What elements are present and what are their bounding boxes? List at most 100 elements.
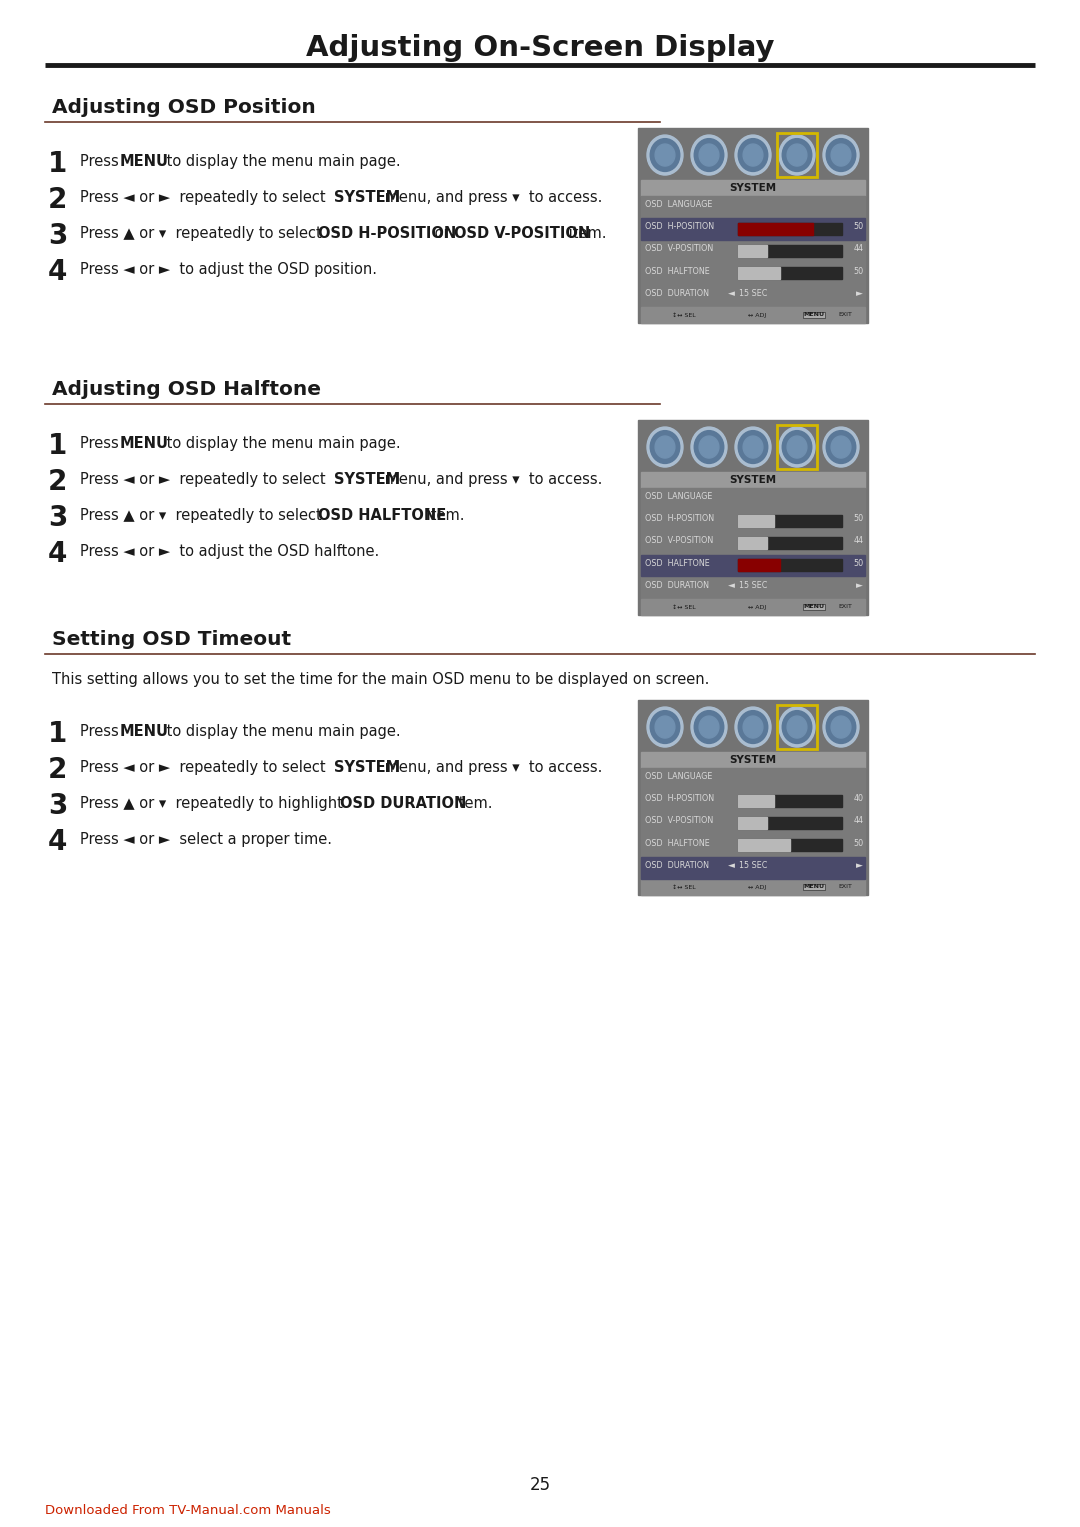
Bar: [738, 223, 813, 235]
Bar: [642, 307, 865, 324]
Ellipse shape: [826, 431, 855, 463]
Ellipse shape: [699, 144, 719, 166]
Ellipse shape: [739, 710, 768, 744]
Bar: [642, 195, 865, 307]
Bar: [642, 180, 865, 195]
Ellipse shape: [735, 428, 771, 467]
Bar: [738, 559, 842, 571]
Text: ↔ ADJ: ↔ ADJ: [748, 605, 767, 609]
Text: OSD V-POSITION: OSD V-POSITION: [454, 226, 591, 241]
Text: SYSTEM: SYSTEM: [334, 760, 401, 776]
Text: OSD  V-POSITION: OSD V-POSITION: [645, 817, 713, 825]
Text: 2: 2: [48, 467, 67, 496]
Text: 4: 4: [48, 541, 67, 568]
Text: ►: ►: [856, 289, 863, 298]
Ellipse shape: [782, 139, 812, 171]
Ellipse shape: [787, 437, 807, 458]
Text: 50: 50: [854, 559, 864, 568]
Text: 50: 50: [854, 838, 864, 847]
Text: OSD H-POSITION: OSD H-POSITION: [318, 226, 456, 241]
Bar: [738, 840, 842, 851]
Text: menu, and press ▾  to access.: menu, and press ▾ to access.: [380, 472, 603, 487]
Text: 2: 2: [48, 756, 67, 783]
Text: ↔ ADJ: ↔ ADJ: [748, 884, 767, 890]
Bar: [738, 559, 780, 571]
Text: Press ▲ or ▾  repeatedly to select: Press ▲ or ▾ repeatedly to select: [80, 508, 326, 524]
Text: 3: 3: [48, 504, 67, 531]
Text: MENU: MENU: [120, 154, 168, 169]
Text: OSD DURATION: OSD DURATION: [340, 796, 467, 811]
Bar: [642, 489, 865, 599]
Text: 1: 1: [48, 432, 67, 460]
Bar: [738, 796, 842, 806]
Text: EXIT: EXIT: [838, 605, 852, 609]
Bar: [777, 425, 816, 469]
Bar: [642, 554, 865, 576]
Text: OSD  DURATION: OSD DURATION: [645, 861, 708, 870]
Ellipse shape: [694, 710, 724, 744]
Text: OSD  H-POSITION: OSD H-POSITION: [645, 515, 714, 524]
Ellipse shape: [699, 716, 719, 738]
Bar: [738, 796, 774, 806]
Ellipse shape: [699, 437, 719, 458]
Text: OSD  V-POSITION: OSD V-POSITION: [645, 244, 713, 253]
Ellipse shape: [647, 428, 683, 467]
Ellipse shape: [787, 144, 807, 166]
Text: 40: 40: [854, 794, 864, 803]
Text: 3: 3: [48, 793, 67, 820]
Text: Press ◄ or ►  repeatedly to select: Press ◄ or ► repeatedly to select: [80, 189, 330, 205]
Bar: [642, 218, 865, 240]
Bar: [738, 246, 767, 257]
Text: OSD  HALFTONE: OSD HALFTONE: [645, 267, 710, 275]
Ellipse shape: [735, 134, 771, 176]
Text: Adjusting OSD Halftone: Adjusting OSD Halftone: [52, 380, 321, 399]
Bar: [738, 538, 767, 548]
Ellipse shape: [739, 431, 768, 463]
Text: Press ◄ or ►  select a proper time.: Press ◄ or ► select a proper time.: [80, 832, 332, 847]
Text: Downloaded From TV-Manual.com Manuals: Downloaded From TV-Manual.com Manuals: [45, 1504, 330, 1516]
Text: Press: Press: [80, 437, 123, 450]
Text: 25: 25: [529, 1477, 551, 1493]
Ellipse shape: [782, 431, 812, 463]
Ellipse shape: [743, 437, 762, 458]
Bar: [738, 515, 842, 527]
Text: MENU: MENU: [804, 313, 825, 318]
Ellipse shape: [782, 710, 812, 744]
Text: ►: ►: [856, 861, 863, 870]
Bar: [738, 246, 842, 257]
Text: menu, and press ▾  to access.: menu, and press ▾ to access.: [380, 189, 603, 205]
Ellipse shape: [735, 707, 771, 747]
Text: 4: 4: [48, 258, 67, 286]
Ellipse shape: [739, 139, 768, 171]
Text: MENU: MENU: [804, 605, 825, 609]
Text: OSD  H-POSITION: OSD H-POSITION: [645, 221, 714, 231]
Text: menu, and press ▾  to access.: menu, and press ▾ to access.: [380, 760, 603, 776]
Text: Press ◄ or ►  repeatedly to select: Press ◄ or ► repeatedly to select: [80, 472, 330, 487]
Ellipse shape: [743, 716, 762, 738]
Ellipse shape: [823, 428, 859, 467]
Text: ↕↔ SEL: ↕↔ SEL: [673, 605, 697, 609]
Ellipse shape: [826, 139, 855, 171]
Ellipse shape: [832, 144, 851, 166]
Text: MENU: MENU: [120, 724, 168, 739]
Bar: [738, 223, 842, 235]
Ellipse shape: [691, 428, 727, 467]
Ellipse shape: [650, 710, 679, 744]
Ellipse shape: [650, 139, 679, 171]
Text: This setting allows you to set the time for the main OSD menu to be displayed on: This setting allows you to set the time …: [52, 672, 710, 687]
Text: Adjusting OSD Position: Adjusting OSD Position: [52, 98, 315, 118]
Bar: [642, 751, 865, 768]
Ellipse shape: [694, 139, 724, 171]
Text: SYSTEM: SYSTEM: [729, 183, 777, 192]
Text: OSD  DURATION: OSD DURATION: [645, 580, 708, 589]
Text: OSD  DURATION: OSD DURATION: [645, 289, 708, 298]
Text: ◄: ◄: [728, 289, 734, 298]
Text: 50: 50: [854, 267, 864, 275]
Bar: [738, 538, 842, 548]
Bar: [638, 128, 868, 324]
Ellipse shape: [787, 716, 807, 738]
Text: 1: 1: [48, 150, 67, 179]
Text: MENU: MENU: [120, 437, 168, 450]
Text: ◄: ◄: [728, 861, 734, 870]
Ellipse shape: [823, 707, 859, 747]
